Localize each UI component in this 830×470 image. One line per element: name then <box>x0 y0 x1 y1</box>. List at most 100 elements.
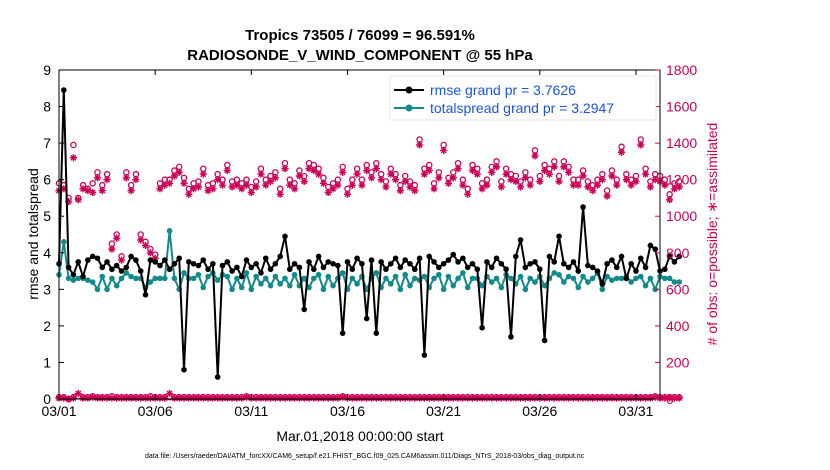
rmse-point <box>181 366 187 373</box>
rmse-point <box>258 270 264 276</box>
obs-assimilated-low-point <box>488 394 496 402</box>
totalspread-point <box>609 277 615 283</box>
obs-assimilated-low-point <box>521 394 529 402</box>
obs-assimilated-point <box>122 174 130 182</box>
rmse-point <box>296 264 303 271</box>
totalspread-point <box>541 282 548 289</box>
rmse-point <box>234 264 240 271</box>
obs-assimilated-low-point <box>512 394 520 402</box>
rmse-point <box>561 260 567 267</box>
totalspread-point <box>171 275 178 282</box>
rmse-point <box>642 264 649 271</box>
obs-assimilated-low-point <box>449 394 457 402</box>
obs-assimilated-point <box>98 187 106 195</box>
obs-assimilated-point <box>156 185 164 193</box>
totalspread-point <box>325 273 332 280</box>
rmse-point <box>474 266 481 273</box>
rmse-point <box>618 253 625 260</box>
x-tick-label: 03/01 <box>41 403 76 419</box>
totalspread-point <box>272 273 279 280</box>
rmse-point <box>219 262 226 269</box>
obs-assimilated-low-point <box>550 394 558 402</box>
totalspread-point <box>147 279 154 285</box>
y-right-tick-label: 0 <box>666 391 674 407</box>
obs-assimilated-low-point <box>218 394 227 402</box>
rmse-point <box>335 262 341 269</box>
totalspread-point <box>123 270 130 276</box>
obs-assimilated-point <box>401 177 409 186</box>
obs-assimilated-low-point <box>584 394 592 402</box>
obs-assimilated-point <box>89 188 97 197</box>
totalspread-point <box>407 282 413 289</box>
obs-assimilated-point <box>468 166 477 175</box>
rmse-point <box>267 266 274 273</box>
obs-assimilated-low-point <box>459 394 467 402</box>
totalspread-point <box>383 275 389 282</box>
obs-assimilated-low-point <box>127 394 135 402</box>
rmse-point <box>378 259 384 265</box>
obs-assimilated-low-point <box>214 394 222 402</box>
rmse-point <box>133 257 139 263</box>
y-tick-label: 8 <box>43 99 51 115</box>
obs-assimilated-low-point <box>579 394 587 402</box>
rmse-point <box>272 260 279 267</box>
obs-assimilated-point <box>358 181 366 189</box>
obs-assimilated-point <box>613 181 621 189</box>
obs-assimilated-low-point <box>194 394 203 402</box>
rmse-point <box>599 281 606 287</box>
obs-assimilated-point <box>440 146 448 155</box>
rmse-point <box>137 268 144 274</box>
rmse-point <box>387 260 394 267</box>
obs-assimilated-low-point <box>185 394 193 402</box>
obs-assimilated-point <box>377 176 385 184</box>
totalspread-point <box>599 286 606 293</box>
obs-assimilated-point <box>492 163 501 171</box>
obs-assimilated-point <box>608 172 616 180</box>
obs-assimilated-point <box>295 172 303 180</box>
rmse-point <box>161 257 168 263</box>
obs-assimilated-low-point <box>334 394 342 402</box>
obs-assimilated-point <box>464 190 472 198</box>
rmse-point <box>450 251 457 258</box>
obs-assimilated-point <box>512 177 520 186</box>
obs-assimilated-point <box>141 241 150 250</box>
obs-assimilated-point <box>627 181 635 189</box>
totalspread-point <box>551 270 558 276</box>
totalspread-point <box>580 273 586 280</box>
totalspread-point <box>330 282 336 289</box>
obs-assimilated-low-point <box>93 394 102 402</box>
obs-assimilated-point <box>622 176 630 184</box>
obs-assimilated-low-point <box>526 394 534 402</box>
obs-assimilated-low-point <box>555 394 563 402</box>
totalspread-point <box>118 275 125 282</box>
y-tick-label: 7 <box>43 135 51 151</box>
totalspread-point <box>397 286 404 293</box>
x-axis-label: Mar.01,2018 00:00:00 start <box>276 428 443 444</box>
obs-assimilated-point <box>257 170 265 178</box>
totalspread-point <box>133 275 139 282</box>
totalspread-point <box>286 282 293 289</box>
obs-assimilated-point <box>473 170 481 178</box>
obs-assimilated-point <box>228 183 236 191</box>
obs-assimilated-point <box>324 188 332 197</box>
obs-assimilated-low-point <box>560 394 568 402</box>
rmse-point <box>426 253 433 260</box>
obs-assimilated-low-point <box>84 394 92 402</box>
obs-assimilated-low-point <box>175 394 183 402</box>
rmse-point <box>503 266 509 273</box>
obs-assimilated-point <box>137 236 145 244</box>
rmse-point <box>383 266 389 273</box>
y-tick-label: 2 <box>43 318 51 334</box>
obs-assimilated-point <box>675 183 683 191</box>
obs-assimilated-low-point <box>242 393 251 401</box>
rmse-point <box>85 257 91 263</box>
obs-assimilated-point <box>435 174 443 182</box>
totalspread-point <box>152 275 158 282</box>
totalspread-point <box>455 275 461 282</box>
totalspread-point <box>104 286 110 293</box>
obs-assimilated-point <box>502 170 510 178</box>
obs-assimilated-low-point <box>266 394 275 402</box>
rmse-point <box>171 260 178 267</box>
obs-assimilated-point <box>598 176 606 184</box>
